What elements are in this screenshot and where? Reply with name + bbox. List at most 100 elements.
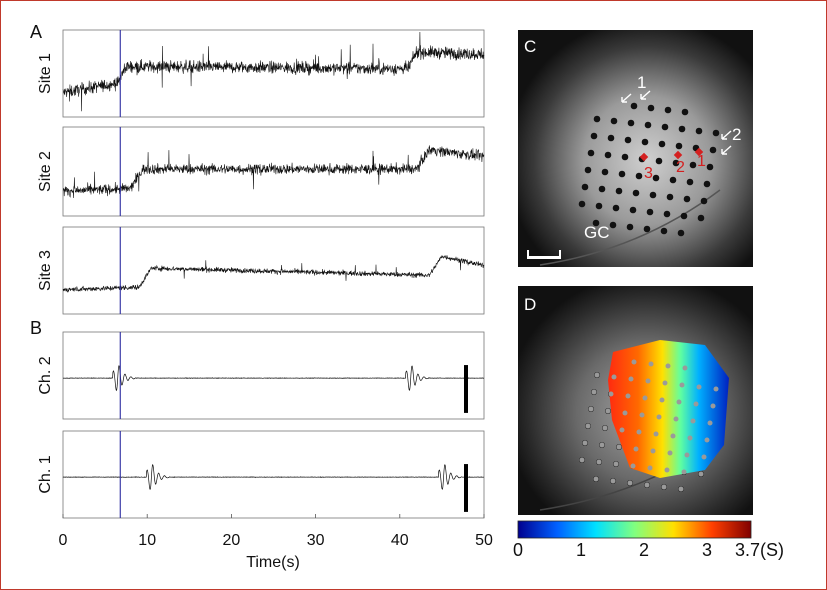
electrode-dot (612, 204, 620, 212)
electrode-dot (690, 418, 696, 424)
electrode-dot (593, 115, 601, 123)
x-tick-label: 40 (391, 532, 409, 549)
x-tick-label: 10 (138, 532, 156, 549)
electrode-dot (639, 412, 645, 418)
electrode-dot (704, 437, 710, 443)
panel-c-vessel (539, 189, 721, 266)
electrode-dot (616, 444, 622, 450)
electrode-dot (627, 480, 633, 486)
electrode-dot (610, 478, 616, 484)
arrow-icon (640, 90, 651, 100)
electrode-dot (621, 153, 629, 161)
arrow-icons (621, 90, 732, 155)
electrode-dot (661, 123, 669, 131)
electrode-dot (645, 378, 651, 384)
electrode-dot (662, 380, 668, 386)
trace-line-ch-2 (62, 464, 485, 490)
electrode-dot (682, 365, 688, 371)
x-tick-labels: 0 10 20 30 40 50 (59, 514, 493, 549)
electrode-dot (628, 376, 634, 382)
scale-bar-end (559, 250, 561, 259)
electrode-dot (631, 359, 637, 365)
electrode-dot (695, 127, 703, 135)
electrode-dot (707, 420, 713, 426)
electrode-dot (665, 363, 671, 369)
site-label-2: 2 (676, 159, 685, 176)
panel-b-label: B (30, 318, 43, 338)
electrode-dot (647, 465, 653, 471)
electrode-dot (609, 221, 617, 229)
activation-map (608, 340, 729, 478)
electrode-dot (681, 469, 687, 475)
panel-d-label: D (524, 295, 536, 314)
electrode-dot (585, 423, 591, 429)
electrode-dot (596, 459, 602, 465)
colorbar-tick-3: 3 (702, 540, 712, 560)
row-label-ch-1: Ch. 2 (37, 356, 54, 394)
amplitude-scale-bar (464, 464, 468, 512)
electrode-dot (703, 180, 711, 188)
electrode-dot (653, 431, 659, 437)
arrow-icon (721, 130, 732, 140)
electrode-dot (647, 104, 655, 112)
electrode-dot (661, 484, 667, 490)
electrode-dot (649, 191, 657, 199)
electrode-dot (644, 482, 650, 488)
electrode-dot (591, 389, 597, 395)
electrode-dot (633, 446, 639, 452)
electrode-dot (658, 140, 666, 148)
electrode-dot (673, 416, 679, 422)
electrode-dot (643, 225, 651, 233)
electrode-dot (581, 183, 589, 191)
electrode-dot (652, 174, 660, 182)
row-label-ch-2: Ch. 1 (37, 455, 54, 493)
trace-line-site-3 (62, 255, 485, 293)
electrode-dot (678, 125, 686, 133)
row-label-site-1: Site 1 (37, 53, 54, 94)
electrode-dot (669, 176, 677, 184)
electrode-dot (666, 193, 674, 201)
x-tick-label: 0 (59, 532, 68, 549)
electrode-dot (630, 102, 638, 110)
x-tick-label: 30 (307, 532, 325, 549)
electrode-dot (618, 170, 626, 178)
electrode-dot (594, 372, 600, 378)
electrode-dot (582, 440, 588, 446)
electrode-dot (601, 168, 609, 176)
electrode-dot (686, 178, 694, 186)
electrode-dot (611, 374, 617, 380)
colorbar-tick-0: 0 (513, 540, 523, 560)
trace-box-ch-1 (62, 331, 485, 420)
electrode-dot (678, 486, 684, 492)
electrode-dot (655, 157, 663, 165)
electrode-dot (578, 200, 586, 208)
electrode-dot (679, 382, 685, 388)
electrode-dot (593, 476, 599, 482)
electrode-dot (667, 450, 673, 456)
electrode-dot (636, 429, 642, 435)
trace-box-site-1 (62, 29, 485, 118)
electrode-dot (598, 185, 606, 193)
electrode-dot (660, 227, 668, 235)
electrode-dot (648, 361, 654, 367)
electrode-dot (659, 397, 665, 403)
electrode-dot (656, 414, 662, 420)
x-tick-label: 20 (223, 532, 241, 549)
amplitude-scale-bar (464, 365, 468, 413)
electrode-dot (675, 142, 683, 150)
arrow-label-1: 1 (637, 73, 646, 92)
electrode-dot (595, 202, 603, 210)
electrode-dot (706, 163, 714, 171)
x-axis: 0 10 20 30 40 50 Time(s) (59, 514, 493, 571)
electrode-dot (687, 435, 693, 441)
arrow-label-2: 2 (732, 125, 741, 144)
panel-c-background (518, 30, 753, 267)
electrode-dot (683, 195, 691, 203)
electrode-dot (664, 467, 670, 473)
arrow-icon (721, 145, 732, 155)
electrode-dot (599, 442, 605, 448)
electrode-dot (602, 425, 608, 431)
electrode-dot (663, 210, 671, 218)
electrode-dot (646, 208, 654, 216)
